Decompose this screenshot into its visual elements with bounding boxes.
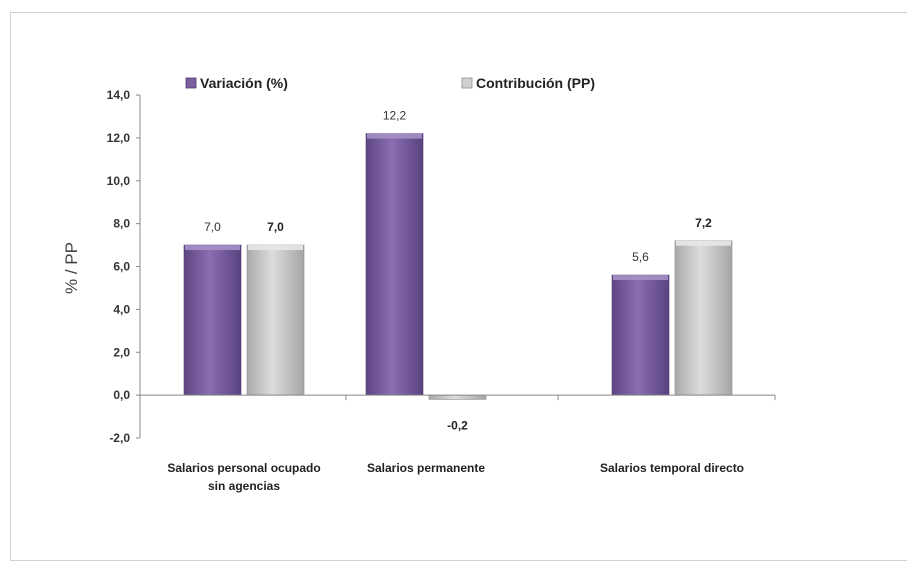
legend-label: Contribución (PP): [476, 75, 595, 91]
legend-swatch: [185, 77, 197, 89]
category-label: sin agencias: [208, 479, 280, 493]
y-tick-label: -2,0: [109, 431, 130, 445]
y-tick-label: 8,0: [113, 217, 130, 231]
bar-highlight: [248, 245, 303, 251]
y-axis-label: % / PP: [62, 242, 81, 294]
bar-highlight: [185, 245, 240, 251]
data-label: 7,0: [267, 220, 284, 234]
bar: [246, 244, 305, 396]
y-tick-label: 0,0: [113, 388, 130, 402]
bar: [674, 240, 733, 396]
category-label: Salarios permanente: [367, 461, 485, 475]
y-tick-label: 14,0: [107, 88, 131, 102]
legend: Variación (%) Contribución (PP): [185, 75, 595, 91]
y-tick-label: 12,0: [107, 131, 131, 145]
data-label: 7,2: [695, 216, 712, 230]
data-label: 7,0: [204, 220, 221, 234]
data-label: 5,6: [632, 250, 649, 264]
chart-frame: [10, 12, 907, 561]
legend-swatch: [461, 77, 473, 89]
bar: [365, 133, 424, 396]
data-label: -0,2: [447, 418, 468, 432]
y-tick-label: 4,0: [113, 302, 130, 316]
y-tick-label: 6,0: [113, 260, 130, 274]
data-label: 12,2: [383, 109, 407, 123]
bar: [428, 394, 487, 400]
y-tick-label: 10,0: [107, 174, 131, 188]
bar-highlight: [676, 240, 731, 246]
bar: [611, 274, 670, 396]
legend-label: Variación (%): [200, 75, 288, 91]
bar-highlight: [613, 275, 668, 281]
bar: [183, 244, 242, 396]
y-tick-label: 2,0: [113, 345, 130, 359]
category-label: Salarios personal ocupado: [167, 461, 320, 475]
plot-area: 14,0 12,0 10,0 8,0 6,0 4,0 2,0 0,0 -2,0 7,0 12,2 5,…: [107, 88, 776, 493]
category-label: Salarios temporal directo: [600, 461, 744, 475]
bar-highlight: [367, 133, 422, 139]
